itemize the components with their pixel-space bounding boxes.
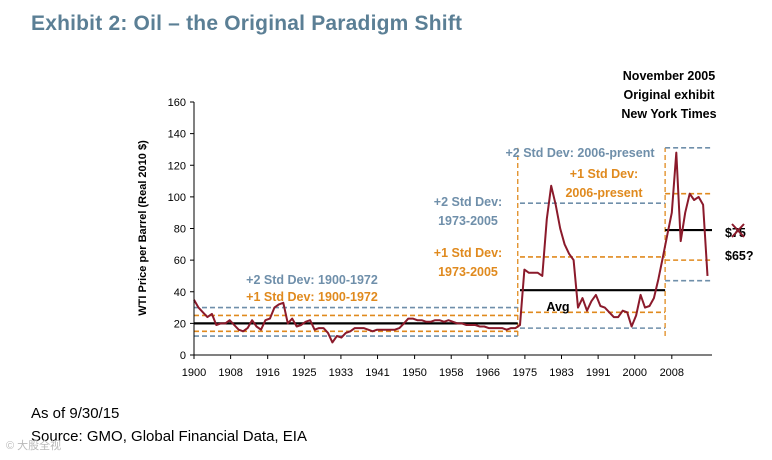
annotations: November 2005 Original exhibit New York Ti… (246, 69, 753, 314)
x-tick-label-1950: 1950 (402, 367, 426, 379)
annotation-sd1-1973-line-0: +1 Std Dev: (434, 246, 502, 260)
x-tick-label-1941: 1941 (365, 367, 389, 379)
annotation-sd2-1900: +2 Std Dev: 1900-1972 (246, 273, 378, 287)
x-tick-label-1933: 1933 (329, 367, 353, 379)
x-tick-label-1975: 1975 (513, 367, 537, 379)
annotation-nov2005-line-1: Original exhibit (624, 88, 716, 102)
x-tick-label-1966: 1966 (476, 367, 500, 379)
y-tick-label-140: 140 (168, 129, 186, 141)
strike-mark-icon (731, 223, 745, 238)
x-tick-label-1916: 1916 (255, 367, 279, 379)
annotation-nov2005-line-2: New York Times (621, 107, 716, 121)
x-tick-label-1991: 1991 (586, 367, 610, 379)
annotation-sd1-1900-line-0: +1 Std Dev: 1900-1972 (246, 290, 378, 304)
annotation-sd2-2006-line-0: +2 Std Dev: 2006-present (505, 146, 655, 160)
annotation-sd2-1973: +2 Std Dev: 1973-2005 (434, 195, 502, 228)
watermark-text: © 大股全视 (6, 440, 62, 452)
annotation-new-target: $65? (725, 249, 754, 263)
y-tick-label-60: 60 (174, 255, 186, 267)
x-tick-label-2008: 2008 (660, 367, 684, 379)
annotation-new-target-line-0: $65? (725, 249, 754, 263)
x-tick-label-2000: 2000 (623, 367, 647, 379)
annotation-avg-line-0: Avg (546, 300, 569, 314)
annotation-sd1-1973: +1 Std Dev: 1973-2005 (434, 246, 502, 279)
y-tick-label-100: 100 (168, 192, 186, 204)
y-tick-label-20: 20 (174, 318, 186, 330)
annotation-sd1-1900: +1 Std Dev: 1900-1972 (246, 290, 378, 304)
y-tick-label-0: 0 (180, 350, 186, 362)
annotation-sd2-1900-line-0: +2 Std Dev: 1900-1972 (246, 273, 378, 287)
annotation-nov2005: November 2005 Original exhibit New York Ti… (621, 69, 716, 121)
series-layer (193, 151, 709, 344)
as-of-note: As of 9/30/15 (31, 405, 120, 422)
y-tick-label-40: 40 (174, 287, 186, 299)
annotation-sd2-2006: +2 Std Dev: 2006-present (505, 146, 655, 160)
annotation-sd1-1973-line-1: 1973-2005 (438, 265, 498, 279)
annotation-sd1-2006-line-1: 2006-present (565, 186, 643, 200)
annotation-sd1-2006: +1 Std Dev: 2006-present (565, 167, 643, 200)
y-tick-label-160: 160 (168, 97, 186, 109)
source-note: Source: GMO, Global Financial Data, EIA (31, 428, 307, 445)
x-tick-label-1900: 1900 (182, 367, 206, 379)
series-line-0 (193, 151, 709, 344)
y-tick-label-80: 80 (174, 224, 186, 236)
x-tick-label-1908: 1908 (218, 367, 242, 379)
x-tick-label-1925: 1925 (292, 367, 316, 379)
annotation-sd2-1973-line-0: +2 Std Dev: (434, 195, 502, 209)
y-tick-label-120: 120 (168, 160, 186, 172)
annotation-nov2005-line-0: November 2005 (623, 69, 715, 83)
annotation-sd2-1973-line-1: 1973-2005 (438, 214, 498, 228)
exhibit-title: Exhibit 2: Oil – the Original Paradigm S… (31, 12, 463, 35)
x-tick-label-1958: 1958 (439, 367, 463, 379)
x-tick-label-1983: 1983 (549, 367, 573, 379)
annotation-avg: Avg (546, 300, 569, 314)
annotation-sd1-2006-line-0: +1 Std Dev: (570, 167, 638, 181)
axes: 0 20 40 60 80 100 120 140 160 1900 1908 1916 1925 193… (168, 97, 712, 379)
